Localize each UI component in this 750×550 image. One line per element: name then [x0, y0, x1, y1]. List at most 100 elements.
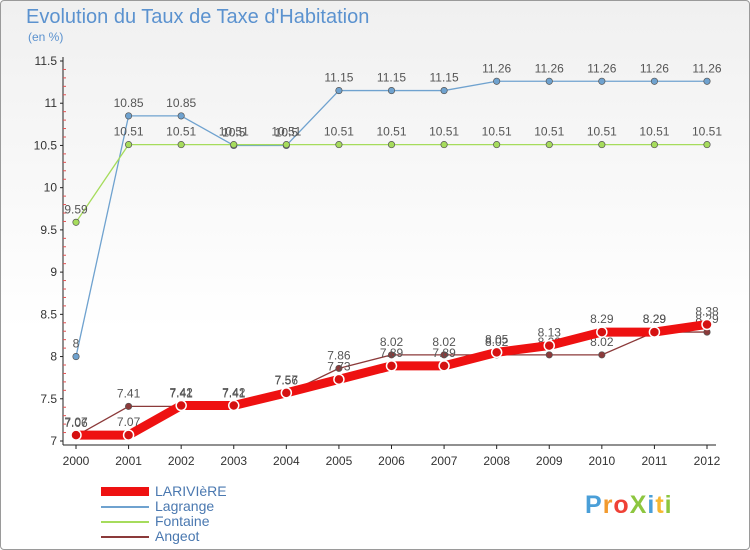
data-point	[440, 87, 448, 95]
data-label: 8.02	[380, 335, 404, 349]
legend-item: Lagrange	[101, 499, 227, 514]
data-point	[598, 351, 606, 359]
y-tick-label: 11	[45, 96, 58, 110]
data-point	[387, 141, 396, 149]
data-label: 8.38	[695, 304, 719, 318]
y-tick-label: 8	[50, 350, 57, 364]
data-point	[598, 141, 606, 149]
data-label: 10.51	[482, 125, 512, 139]
data-label: 7.89	[432, 346, 456, 360]
data-label: 7.73	[327, 359, 351, 373]
data-point	[598, 77, 606, 85]
legend-label: Fontaine	[155, 513, 210, 529]
legend-item: LARIVIèRE	[101, 484, 227, 499]
data-point	[125, 141, 133, 149]
y-tick-label: 9	[50, 265, 57, 279]
data-label: 11.26	[692, 61, 721, 75]
data-point	[650, 77, 658, 85]
data-point	[335, 364, 343, 372]
data-label: 9.59	[64, 202, 88, 216]
data-point	[387, 351, 396, 359]
data-label: 8.29	[643, 312, 667, 326]
data-label: 10.51	[534, 125, 564, 139]
data-label: 10.51	[429, 125, 459, 139]
data-label: 10.5	[275, 125, 299, 139]
chart-subtitle: (en %)	[28, 30, 64, 44]
data-label: 10.85	[166, 96, 196, 110]
data-point	[230, 141, 238, 149]
data-point	[177, 112, 185, 120]
data-point	[335, 87, 343, 95]
legend-swatch	[101, 487, 149, 496]
data-label: 7.41	[117, 386, 141, 400]
x-tick-label: 2012	[694, 454, 721, 468]
data-point	[175, 399, 187, 412]
data-point	[703, 77, 711, 85]
data-label: 11.26	[587, 61, 616, 75]
data-label: 10.51	[166, 125, 196, 139]
data-point	[440, 141, 448, 149]
legend-swatch	[101, 520, 149, 523]
legend-swatch	[101, 535, 149, 538]
y-tick-label: 9.5	[40, 223, 57, 237]
data-point	[648, 326, 661, 338]
y-tick-label: 8.5	[40, 307, 57, 321]
data-label: 7.86	[327, 348, 351, 362]
data-label: 7.06	[64, 416, 88, 430]
series-line-fontaine	[75, 143, 708, 223]
data-point	[701, 318, 713, 331]
data-point	[596, 326, 608, 338]
y-tick-label: 10	[44, 181, 58, 195]
data-label: 10.51	[376, 125, 406, 139]
data-point	[70, 429, 82, 441]
x-tick-label: 2000	[63, 454, 90, 468]
data-point	[228, 399, 240, 412]
data-point	[703, 141, 711, 149]
data-label: 7.42	[169, 386, 193, 400]
legend-item: Angeot	[101, 529, 227, 544]
data-label: 11.15	[377, 71, 406, 85]
data-label: 8.02	[590, 335, 614, 349]
data-point	[440, 351, 448, 359]
x-tick-label: 2011	[642, 454, 668, 468]
data-label: 10.85	[114, 96, 144, 110]
data-label: 8.02	[485, 335, 509, 349]
data-label: 8.29	[643, 312, 667, 326]
data-label: 8	[73, 337, 80, 351]
data-label: 11.15	[430, 71, 459, 85]
data-label: 8.13	[538, 326, 562, 340]
data-point	[333, 373, 345, 386]
data-label: 7.56	[275, 374, 299, 388]
data-label: 10.51	[639, 125, 669, 139]
data-point	[72, 218, 80, 226]
data-point	[545, 141, 553, 149]
data-point	[490, 346, 503, 359]
data-label: 11.26	[535, 61, 564, 75]
data-label: 10.51	[114, 125, 144, 139]
x-tick-label: 2004	[273, 454, 300, 468]
y-tick-label: 11.5	[35, 54, 58, 68]
data-point	[125, 402, 133, 410]
x-tick-label: 2006	[378, 454, 405, 468]
x-tick-label: 2008	[483, 454, 510, 468]
data-label: 8.02	[432, 335, 456, 349]
x-tick-label: 2001	[115, 454, 142, 468]
data-point	[493, 141, 501, 149]
data-point	[385, 360, 398, 372]
data-label: 7.42	[222, 386, 246, 400]
data-point	[545, 77, 553, 85]
data-point	[282, 141, 290, 149]
data-label: 7.41	[169, 386, 193, 400]
data-label: 7.57	[275, 373, 299, 387]
data-label: 11.15	[324, 71, 353, 85]
data-point	[280, 387, 293, 399]
data-point	[545, 351, 553, 359]
data-point	[387, 87, 396, 95]
y-tick-label: 10.5	[34, 138, 58, 152]
x-tick-label: 2010	[588, 454, 615, 468]
data-point	[650, 141, 658, 149]
data-label: 10.51	[219, 125, 249, 139]
y-tick-label: 7.5	[40, 392, 57, 406]
data-label: 10.51	[324, 125, 354, 139]
